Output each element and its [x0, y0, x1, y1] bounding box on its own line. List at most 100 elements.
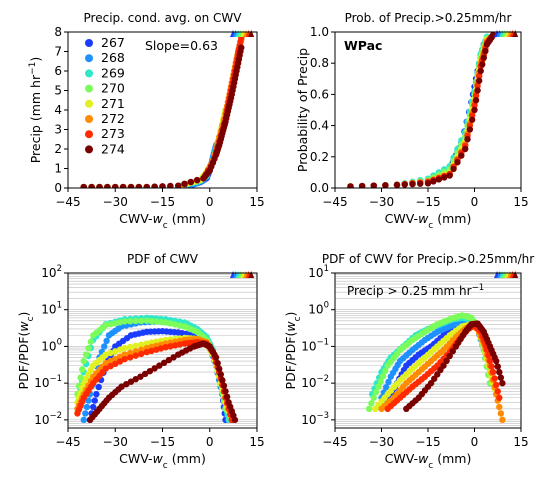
legend-label: 272 [101, 111, 125, 126]
data-point [220, 382, 228, 389]
x-tick-label: 0 [206, 435, 214, 449]
legend-label: 269 [101, 65, 125, 80]
data-point [493, 381, 500, 389]
y-tick-label: 6 [54, 64, 62, 78]
data-point [385, 378, 392, 386]
x-tick-label: −30 [369, 195, 394, 209]
data-point [499, 416, 506, 424]
data-point [151, 183, 158, 188]
data-point [496, 368, 503, 376]
corner-markers [230, 271, 255, 278]
data-point [370, 182, 377, 188]
y-tick-label: 2 [54, 142, 62, 156]
series-274 [403, 320, 506, 413]
data-point [127, 349, 134, 357]
data-point [157, 318, 165, 326]
x-axis-label: CWV-wc (mm) [119, 451, 206, 471]
data-point [212, 354, 220, 361]
x-tick-label: 15 [513, 435, 528, 449]
data-point [475, 77, 483, 84]
data-point [223, 393, 231, 401]
data-point [102, 365, 110, 372]
data-point [474, 82, 481, 90]
data-point [435, 176, 443, 183]
y-tick-label: 7 [54, 45, 62, 59]
data-point [132, 342, 139, 350]
data-point [138, 317, 145, 325]
x-tick-label: 0 [471, 195, 479, 209]
y-tick-label: 102 [41, 264, 62, 280]
data-point [90, 403, 97, 411]
data-point [424, 180, 432, 187]
data-points [74, 314, 239, 424]
data-point [497, 410, 505, 417]
data-point [159, 183, 166, 188]
data-point [165, 356, 172, 364]
data-point [222, 388, 229, 395]
data-point [489, 368, 497, 376]
legend-marker [85, 99, 93, 108]
data-points [365, 312, 506, 424]
y-tick-label: 3 [54, 123, 62, 137]
x-tick-label: −30 [103, 195, 128, 209]
y-tick-label: 10−2 [301, 374, 329, 390]
data-point [401, 181, 408, 188]
data-point [143, 340, 150, 347]
x-tick-label: −15 [150, 195, 175, 209]
y-tick-label: 101 [41, 301, 62, 317]
x-tick-label: −15 [415, 435, 440, 449]
data-point [80, 416, 87, 424]
data-point [112, 183, 119, 188]
x-tick-label: 0 [206, 195, 214, 209]
corner-marker [248, 271, 255, 278]
data-point [486, 357, 494, 365]
y-tick-label: 10−3 [301, 411, 329, 427]
series-274 [347, 32, 497, 188]
data-point [101, 343, 108, 350]
y-tick-label: 1.0 [310, 25, 329, 39]
y-axis-label: PDF/PDF(wc) [16, 312, 36, 390]
x-tick-label: 15 [249, 435, 264, 449]
data-point [496, 403, 503, 411]
data-point [474, 87, 481, 94]
data-point [375, 383, 382, 390]
data-point [382, 182, 389, 188]
data-point [368, 400, 375, 407]
data-point [78, 366, 86, 373]
data-point [116, 358, 124, 365]
x-tick-label: −30 [369, 435, 394, 449]
series-267 [347, 41, 487, 188]
data-point [379, 372, 387, 380]
data-point [77, 374, 84, 381]
y-tick-label: 0.4 [310, 119, 329, 133]
legend-marker [85, 130, 93, 139]
data-point [479, 61, 486, 68]
x-tick-label: 0 [471, 435, 479, 449]
data-point [358, 182, 366, 188]
legend-label: 273 [101, 126, 125, 141]
x-tick-label: −45 [322, 195, 347, 209]
data-point [466, 126, 474, 133]
data-point [175, 182, 182, 188]
y-tick-label: 101 [308, 264, 329, 280]
corner-markers [494, 271, 519, 278]
chart-panel-2: −45 −30 −15 0 15 0.0 0.2 0.4 0.6 0.8 1.0 Prob. of P… [295, 11, 529, 231]
series-269 [347, 33, 491, 188]
chart-panel-3: −45 −30 −15 0 15 10−2 10−1 100 101 102 PDF of CWV C… [16, 252, 265, 471]
data-point [88, 183, 95, 188]
x-tick-label: −45 [55, 195, 80, 209]
data-point [499, 379, 506, 387]
data-point [494, 363, 501, 370]
data-point [496, 394, 503, 401]
data-point [82, 410, 89, 417]
data-point [450, 165, 457, 173]
corner-markers [494, 30, 519, 37]
chart-title: Precip. cond. avg. on CWV [84, 11, 243, 25]
data-point [132, 352, 139, 359]
data-point [480, 54, 487, 61]
chart-title: PDF of CWV [127, 252, 199, 266]
y-axis-label: PDF/PDF(wc) [283, 312, 303, 390]
x-tick-label: −45 [322, 435, 347, 449]
